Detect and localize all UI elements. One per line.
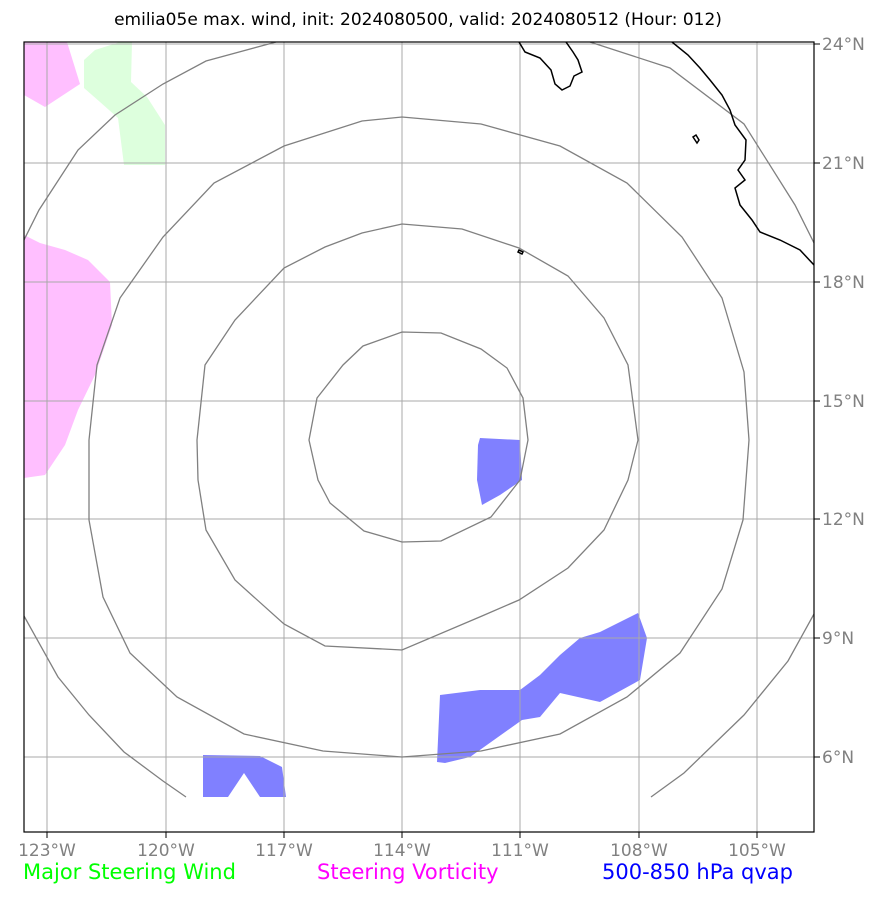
lon-label: 114°W xyxy=(373,841,431,861)
latitude-labels: 24°N 21°N 18°N 15°N 12°N 9°N 6°N xyxy=(822,35,865,768)
lat-label: 6°N xyxy=(822,748,854,768)
lat-label: 12°N xyxy=(822,510,865,530)
qvap-area-southeast xyxy=(437,613,647,763)
lon-label: 123°W xyxy=(18,841,76,861)
lon-label: 111°W xyxy=(491,841,549,861)
lon-label: 108°W xyxy=(610,841,668,861)
small-island-1 xyxy=(691,133,700,145)
range-ring-4 xyxy=(24,42,277,241)
range-ring-4-ne xyxy=(589,42,814,244)
baja-california-coast xyxy=(518,42,583,91)
steering-wind-area xyxy=(84,42,165,165)
coastline xyxy=(516,42,814,266)
qvap-area-southwest xyxy=(203,755,286,797)
lon-label: 105°W xyxy=(728,841,786,861)
lat-label: 15°N xyxy=(822,392,865,412)
range-ring-2 xyxy=(196,223,639,651)
lat-label: 24°N xyxy=(822,35,865,55)
mexico-mainland-coast xyxy=(671,42,814,266)
range-ring-3 xyxy=(88,116,750,758)
graticule xyxy=(24,42,814,832)
legend-steering-vorticity: Steering Vorticity xyxy=(317,860,499,884)
map-frame xyxy=(23,41,815,833)
range-rings xyxy=(24,42,814,798)
tick-marks xyxy=(46,43,820,838)
steering-vorticity-area-west xyxy=(24,235,112,478)
steering-vorticity-area-north xyxy=(24,42,80,107)
longitude-labels: 123°W 120°W 117°W 114°W 111°W 108°W 105°… xyxy=(18,841,786,861)
lat-label: 18°N xyxy=(822,273,865,293)
qvap-area-center xyxy=(477,438,522,505)
small-island-2 xyxy=(516,248,525,256)
map-title: emilia05e max. wind, init: 2024080500, v… xyxy=(114,10,722,30)
legend-qvap: 500-850 hPa qvap xyxy=(602,860,793,884)
range-ring-4-se xyxy=(650,613,814,798)
lat-label: 9°N xyxy=(822,629,854,649)
legend-steering-wind: Major Steering Wind xyxy=(23,860,236,884)
lat-label: 21°N xyxy=(822,154,865,174)
range-ring-1 xyxy=(308,331,529,543)
lon-label: 117°W xyxy=(255,841,313,861)
range-ring-4-sw xyxy=(24,615,187,798)
lon-label: 120°W xyxy=(137,841,195,861)
